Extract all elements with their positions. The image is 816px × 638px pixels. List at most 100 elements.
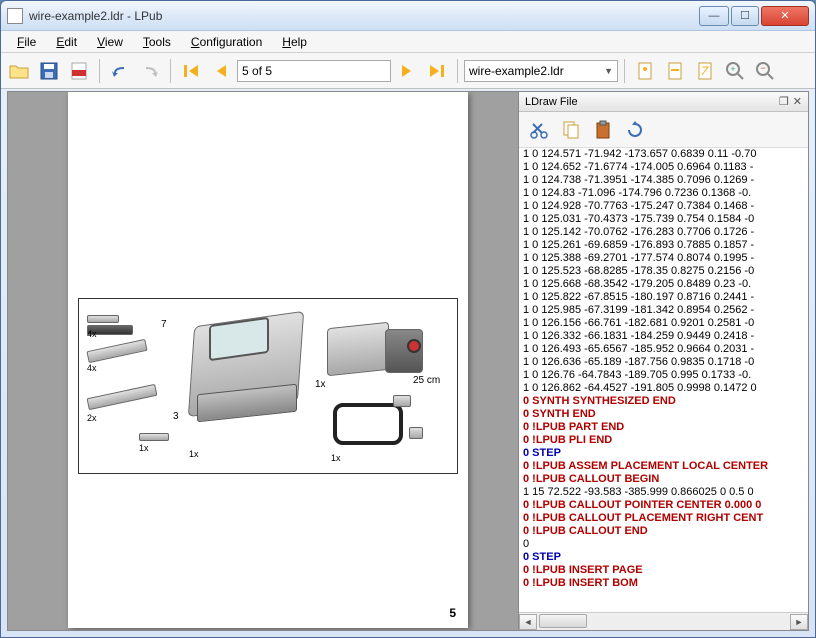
- page-number: 5: [449, 606, 456, 620]
- canvas-area[interactable]: 4x 4x 2x 1x 7 3: [7, 91, 519, 631]
- save-button[interactable]: [35, 57, 63, 85]
- panel-close-button[interactable]: ✕: [793, 95, 802, 108]
- menu-tools[interactable]: Tools: [133, 33, 181, 51]
- code-line[interactable]: 0: [523, 538, 804, 551]
- num-3: 3: [173, 411, 179, 422]
- code-line[interactable]: 1 0 126.76 -64.7843 -189.705 0.995 0.173…: [523, 369, 804, 382]
- code-line[interactable]: 1 15 72.522 -93.583 -385.999 0.866025 0 …: [523, 486, 804, 499]
- last-page-button[interactable]: [423, 57, 451, 85]
- cut-button[interactable]: [525, 116, 553, 144]
- toolbar: wire-example2.ldr ▼ + −: [1, 53, 815, 89]
- h-scrollbar[interactable]: ◄ ►: [519, 612, 808, 630]
- code-line[interactable]: 1 0 125.388 -69.2701 -177.574 0.8074 0.1…: [523, 252, 804, 265]
- code-line[interactable]: 1 0 126.862 -64.4527 -191.805 0.9998 0.1…: [523, 382, 804, 395]
- prev-page-button[interactable]: [207, 57, 235, 85]
- close-button[interactable]: ✕: [761, 6, 809, 26]
- code-line[interactable]: 0 !LPUB CALLOUT END: [523, 525, 804, 538]
- scroll-thumb[interactable]: [539, 614, 587, 628]
- maximize-button[interactable]: ☐: [731, 6, 759, 26]
- code-line[interactable]: 0 !LPUB ASSEM PLACEMENT LOCAL CENTER: [523, 460, 804, 473]
- pdf-icon: [69, 61, 89, 81]
- next-page-button[interactable]: [393, 57, 421, 85]
- page-preview: 4x 4x 2x 1x 7 3: [68, 92, 468, 628]
- panel-undock-button[interactable]: ❐: [779, 95, 789, 108]
- qty-7: 1x: [331, 453, 341, 463]
- code-line[interactable]: 1 0 126.332 -66.1831 -184.259 0.9449 0.2…: [523, 330, 804, 343]
- code-area[interactable]: 1 0 124.571 -71.942 -173.657 0.6839 0.11…: [519, 148, 808, 612]
- code-line[interactable]: 0 SYNTH END: [523, 408, 804, 421]
- code-line[interactable]: 1 0 125.523 -68.8285 -178.35 0.8275 0.21…: [523, 265, 804, 278]
- code-line[interactable]: 1 0 125.031 -70.4373 -175.739 0.754 0.15…: [523, 213, 804, 226]
- code-line[interactable]: 1 0 124.738 -71.3951 -174.385 0.7096 0.1…: [523, 174, 804, 187]
- code-line[interactable]: 1 0 124.571 -71.942 -173.657 0.6839 0.11…: [523, 148, 804, 161]
- menu-config[interactable]: Configuration: [181, 33, 272, 51]
- code-line[interactable]: 1 0 124.83 -71.096 -174.796 0.7236 0.136…: [523, 187, 804, 200]
- pdf-button[interactable]: [65, 57, 93, 85]
- code-line[interactable]: 1 0 125.668 -68.3542 -179.205 0.8489 0.2…: [523, 278, 804, 291]
- paste-button[interactable]: [589, 116, 617, 144]
- panel-toolbar: [519, 112, 808, 148]
- code-line[interactable]: 0 SYNTH SYNTHESIZED END: [523, 395, 804, 408]
- code-line[interactable]: 0 !LPUB CALLOUT PLACEMENT RIGHT CENT: [523, 512, 804, 525]
- floppy-icon: [39, 61, 59, 81]
- redo-icon: [140, 63, 160, 79]
- window-buttons: — ☐ ✕: [697, 6, 809, 26]
- num-7: 7: [161, 319, 167, 330]
- first-icon: [182, 63, 200, 79]
- code-line[interactable]: 1 0 124.652 -71.6774 -174.005 0.6964 0.1…: [523, 161, 804, 174]
- tool-doc1-button[interactable]: [631, 57, 659, 85]
- app-icon: [7, 8, 23, 24]
- menu-help[interactable]: Help: [272, 33, 317, 51]
- code-line[interactable]: 1 0 126.493 -65.6567 -185.952 0.9664 0.2…: [523, 343, 804, 356]
- undo-button[interactable]: [106, 57, 134, 85]
- menubar: File Edit View Tools Configuration Help: [1, 31, 815, 53]
- code-line[interactable]: 1 0 125.822 -67.8515 -180.197 0.8716 0.2…: [523, 291, 804, 304]
- menu-file[interactable]: File: [7, 33, 46, 51]
- menu-edit[interactable]: Edit: [46, 33, 87, 51]
- code-line[interactable]: 1 0 125.261 -69.6859 -176.893 0.7885 0.1…: [523, 239, 804, 252]
- scroll-left-button[interactable]: ◄: [519, 614, 537, 630]
- prev-icon: [214, 63, 228, 79]
- main-window: wire-example2.ldr - LPub — ☐ ✕ File Edit…: [0, 0, 816, 638]
- code-line[interactable]: 1 0 126.636 -65.189 -187.756 0.9835 0.17…: [523, 356, 804, 369]
- code-line[interactable]: 1 0 125.985 -67.3199 -181.342 0.8954 0.2…: [523, 304, 804, 317]
- code-line[interactable]: 0 !LPUB INSERT BOM: [523, 577, 804, 590]
- scroll-track[interactable]: [537, 614, 790, 630]
- code-line[interactable]: 0 !LPUB PART END: [523, 421, 804, 434]
- zoom-out-button[interactable]: −: [751, 57, 779, 85]
- svg-text:−: −: [760, 63, 765, 73]
- minimize-button[interactable]: —: [699, 6, 729, 26]
- refresh-button[interactable]: [621, 116, 649, 144]
- page-input[interactable]: [237, 60, 391, 82]
- open-button[interactable]: [5, 57, 33, 85]
- zoom-in-button[interactable]: +: [721, 57, 749, 85]
- qty-3: 2x: [87, 413, 97, 423]
- qty-2: 4x: [87, 363, 97, 373]
- first-page-button[interactable]: [177, 57, 205, 85]
- copy-button[interactable]: [557, 116, 585, 144]
- qty-5: 1x: [189, 449, 199, 459]
- next-icon: [400, 63, 414, 79]
- redo-button[interactable]: [136, 57, 164, 85]
- dropdown-label: wire-example2.ldr: [469, 64, 564, 78]
- code-line[interactable]: 0 !LPUB CALLOUT POINTER CENTER 0.000 0: [523, 499, 804, 512]
- code-line[interactable]: 1 0 124.928 -70.7763 -175.247 0.7384 0.1…: [523, 200, 804, 213]
- tool-doc2-button[interactable]: [661, 57, 689, 85]
- code-line[interactable]: 0 !LPUB PLI END: [523, 434, 804, 447]
- code-line[interactable]: 0 !LPUB INSERT PAGE: [523, 564, 804, 577]
- doc-icon: [637, 61, 653, 81]
- zoom-out-icon: −: [755, 61, 775, 81]
- menu-view[interactable]: View: [87, 33, 133, 51]
- scissors-icon: [530, 121, 548, 139]
- file-dropdown[interactable]: wire-example2.ldr ▼: [464, 60, 618, 82]
- ldraw-panel: LDraw File ❐ ✕ 1 0 124.571 -71.942 -173.…: [519, 91, 809, 631]
- code-line[interactable]: 0 STEP: [523, 551, 804, 564]
- panel-header: LDraw File ❐ ✕: [519, 92, 808, 112]
- code-line[interactable]: 1 0 125.142 -70.0762 -176.283 0.7706 0.1…: [523, 226, 804, 239]
- tool-doc3-button[interactable]: [691, 57, 719, 85]
- code-line[interactable]: 1 0 126.156 -66.761 -182.681 0.9201 0.25…: [523, 317, 804, 330]
- qty-1: 4x: [87, 329, 97, 339]
- code-line[interactable]: 0 STEP: [523, 447, 804, 460]
- code-line[interactable]: 0 !LPUB CALLOUT BEGIN: [523, 473, 804, 486]
- scroll-right-button[interactable]: ►: [790, 614, 808, 630]
